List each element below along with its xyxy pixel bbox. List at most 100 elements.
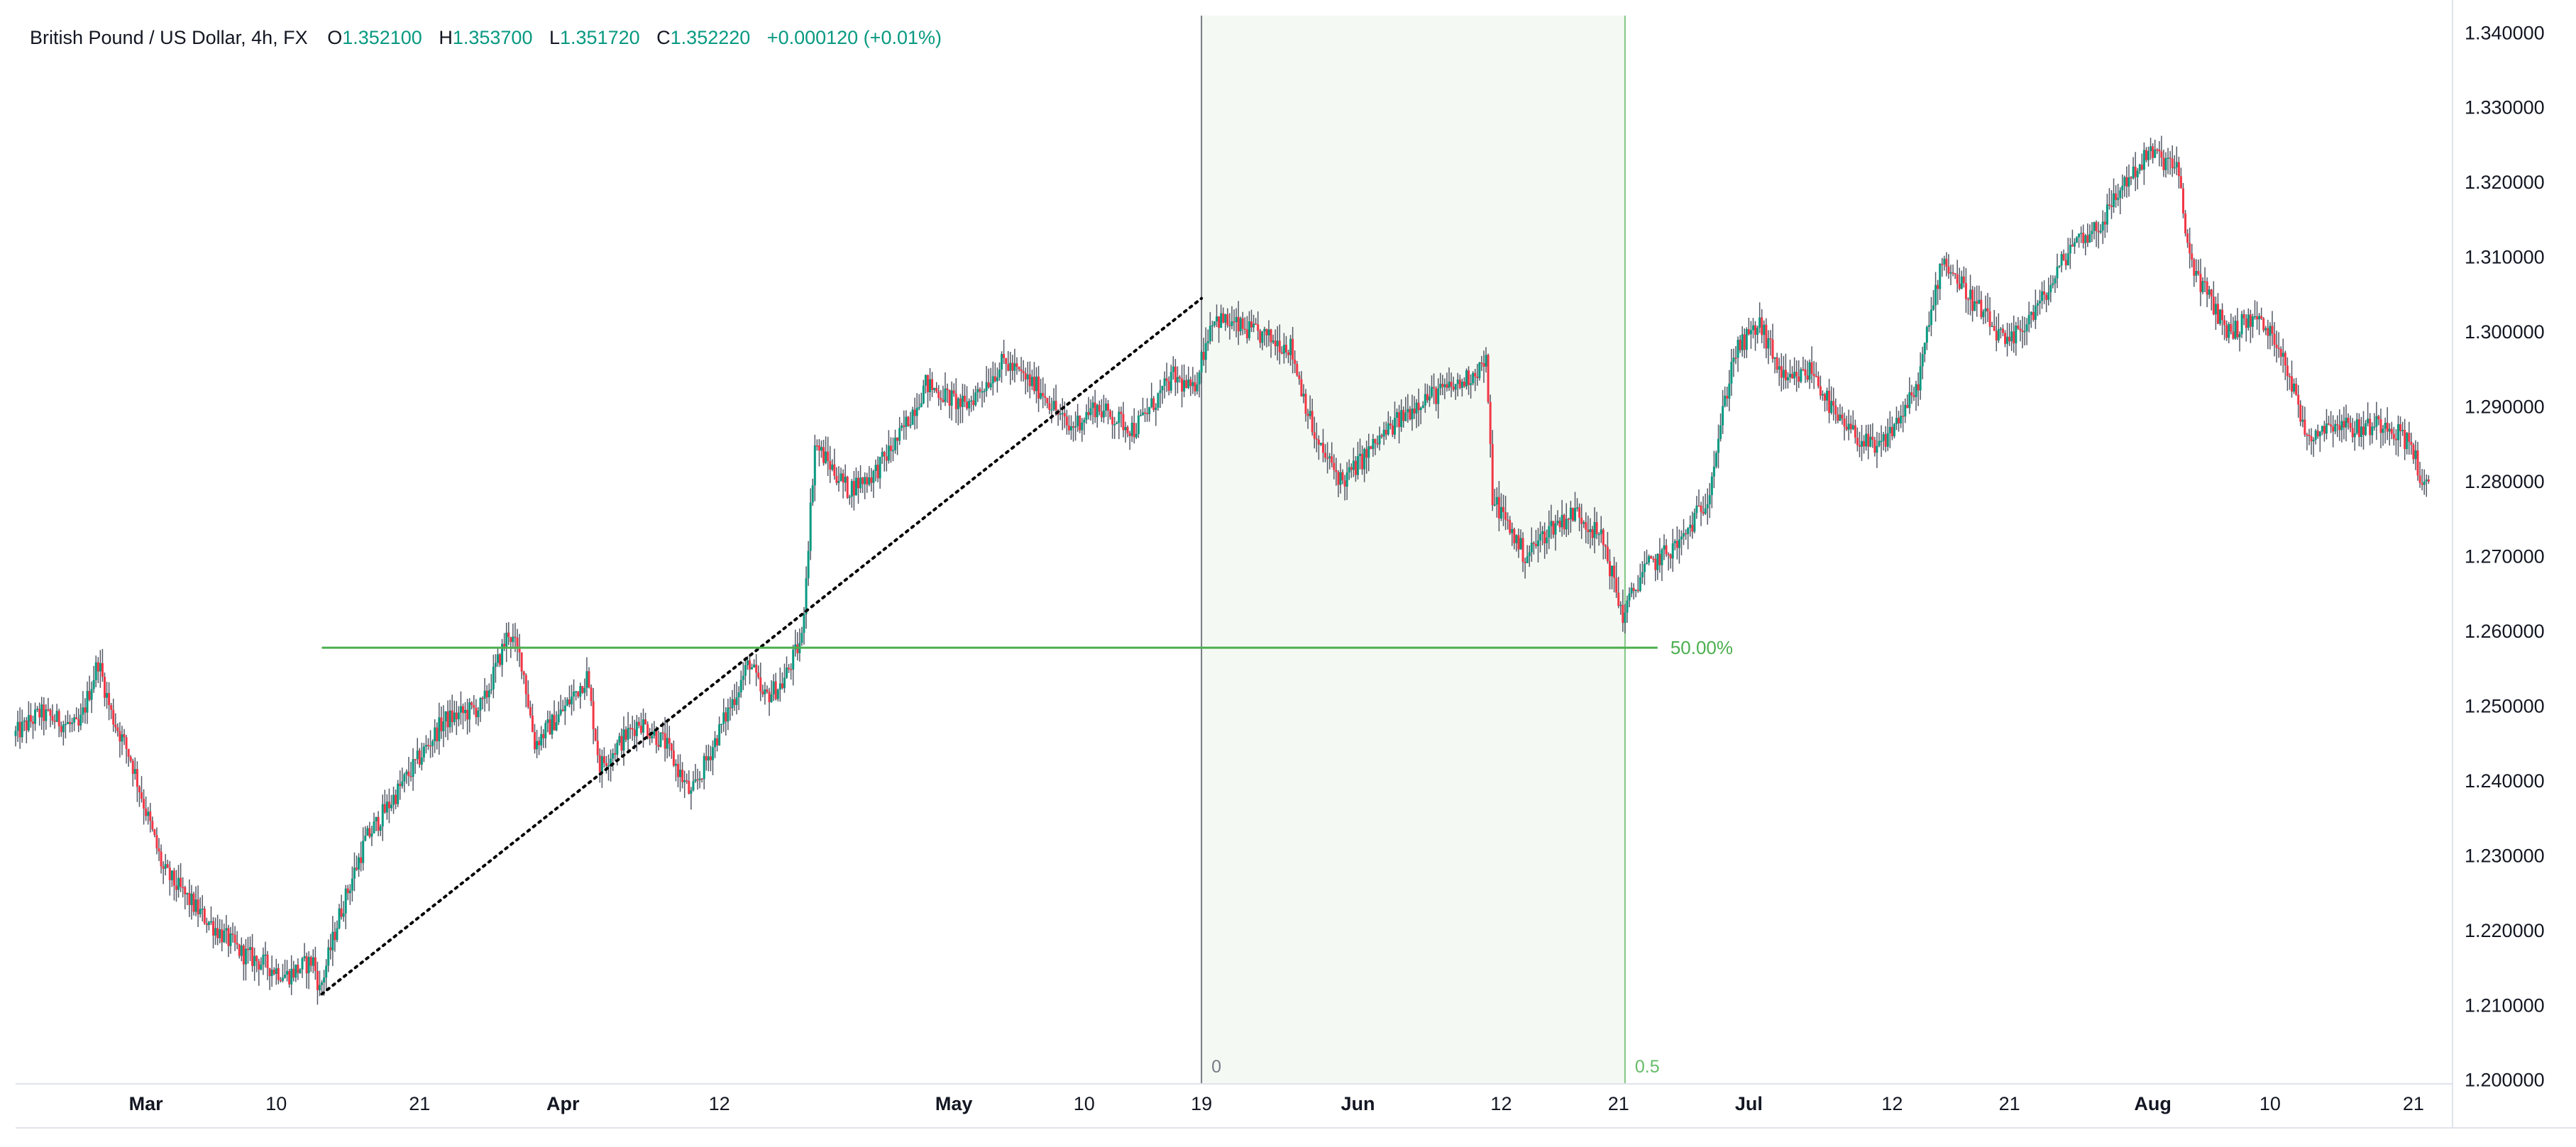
candle-body xyxy=(1730,362,1733,384)
time-axis[interactable]: Mar 10 21 Apr 12 May 10 19 Jun 12 21 Jul 12 21 Aug 10 21 xyxy=(129,1093,2424,1114)
candle-body xyxy=(340,908,343,917)
candle-body xyxy=(536,741,539,750)
candle-body xyxy=(1710,476,1713,495)
candle-body xyxy=(825,451,827,463)
candle-body xyxy=(835,475,838,483)
candle-body xyxy=(1209,326,1211,342)
candle-body xyxy=(1754,325,1757,336)
candle-body xyxy=(1159,390,1162,394)
candle-body xyxy=(1895,418,1898,424)
candle-body xyxy=(2006,336,2009,344)
candle-body xyxy=(2321,426,2323,432)
candle-body xyxy=(637,721,640,726)
candle-body xyxy=(1626,600,1629,613)
candle-body xyxy=(903,425,906,427)
candle-body xyxy=(1763,324,1766,336)
candle-body xyxy=(1815,376,1817,377)
candle-body xyxy=(1319,443,1322,445)
candle-body xyxy=(297,964,299,973)
candle-body xyxy=(1734,358,1737,359)
candle-body xyxy=(731,699,734,709)
candle-body xyxy=(529,707,532,716)
candle-body xyxy=(1218,316,1221,328)
candle-body xyxy=(1476,377,1479,379)
candle-body xyxy=(2212,297,2215,315)
candle-body xyxy=(1304,394,1307,414)
candle-body xyxy=(1954,273,1956,275)
candle-body xyxy=(2132,166,2135,179)
candle-body xyxy=(1630,587,1633,594)
price-axis[interactable]: 1.340000 1.330000 1.320000 1.310000 1.300000… xyxy=(2465,22,2545,1090)
candle-body xyxy=(129,756,132,761)
candle-body xyxy=(688,780,690,794)
candle-body xyxy=(898,428,901,441)
candle-body xyxy=(446,711,449,728)
candle-body xyxy=(1847,423,1850,430)
trend-line[interactable] xyxy=(320,297,1204,996)
candle-body xyxy=(2310,436,2313,442)
price-tick-label: 1.210000 xyxy=(2465,994,2545,1016)
candle-body xyxy=(1915,384,1917,397)
candle-body xyxy=(136,769,138,787)
candle-body xyxy=(1978,299,1981,304)
candle-body xyxy=(112,709,115,725)
candle-body xyxy=(18,721,21,738)
candle-body xyxy=(1851,425,1854,430)
candle-body xyxy=(1804,369,1807,376)
candle-body xyxy=(366,828,369,836)
candle-body xyxy=(1137,415,1140,434)
chart-legend[interactable]: British Pound / US Dollar, 4h, FX O1.352… xyxy=(30,27,942,48)
fib-time-zone[interactable]: 0 0.5 xyxy=(1201,16,1660,1084)
candle-body xyxy=(1196,384,1199,392)
candle-body xyxy=(2179,176,2182,189)
candle-body xyxy=(172,870,175,886)
candle-body xyxy=(649,736,651,739)
candle-body xyxy=(1276,340,1279,347)
candle-body xyxy=(1433,387,1436,389)
candle-body xyxy=(1339,472,1342,485)
candle-body xyxy=(209,921,212,923)
candle-body xyxy=(2293,383,2296,392)
candle-body xyxy=(1460,381,1463,388)
candle-body xyxy=(2308,434,2311,436)
candle-body xyxy=(442,721,445,731)
candle-body xyxy=(2113,193,2115,207)
candle-body xyxy=(1446,384,1448,388)
candle-body xyxy=(891,450,894,452)
candle-body xyxy=(1671,543,1674,559)
candle-body xyxy=(1569,507,1572,520)
candle-body xyxy=(2223,320,2226,326)
candle-body xyxy=(1865,433,1868,447)
candle-body xyxy=(2030,311,2032,316)
candle-body xyxy=(360,857,363,863)
candle-body xyxy=(1528,552,1531,557)
candle-body xyxy=(2066,253,2069,266)
candle-body xyxy=(2336,423,2339,426)
candle-body xyxy=(1554,523,1557,535)
candle-body xyxy=(318,985,321,990)
candle-body xyxy=(1411,408,1414,420)
candle-body xyxy=(1534,543,1537,546)
candle-body xyxy=(2423,481,2426,485)
candle-body xyxy=(1198,372,1201,385)
candle-body xyxy=(1530,543,1533,553)
candle-body xyxy=(149,811,152,821)
candle-body xyxy=(1923,343,1926,355)
price-tick-label: 1.290000 xyxy=(2465,397,2545,418)
drawings[interactable]: 50.00% xyxy=(320,297,1733,996)
candle-body xyxy=(21,721,23,738)
candle-body xyxy=(1991,326,1993,328)
candle-body xyxy=(1202,352,1205,360)
candle-body xyxy=(327,947,330,966)
candle-body xyxy=(1133,423,1135,438)
candle-body xyxy=(29,715,32,722)
candle-body xyxy=(1722,406,1724,426)
candle-body xyxy=(381,804,384,827)
candle-body xyxy=(2351,428,2354,438)
candle-body xyxy=(575,691,578,693)
candle-body xyxy=(1930,309,1932,326)
candle-body xyxy=(592,701,595,729)
candle-body xyxy=(407,771,410,776)
